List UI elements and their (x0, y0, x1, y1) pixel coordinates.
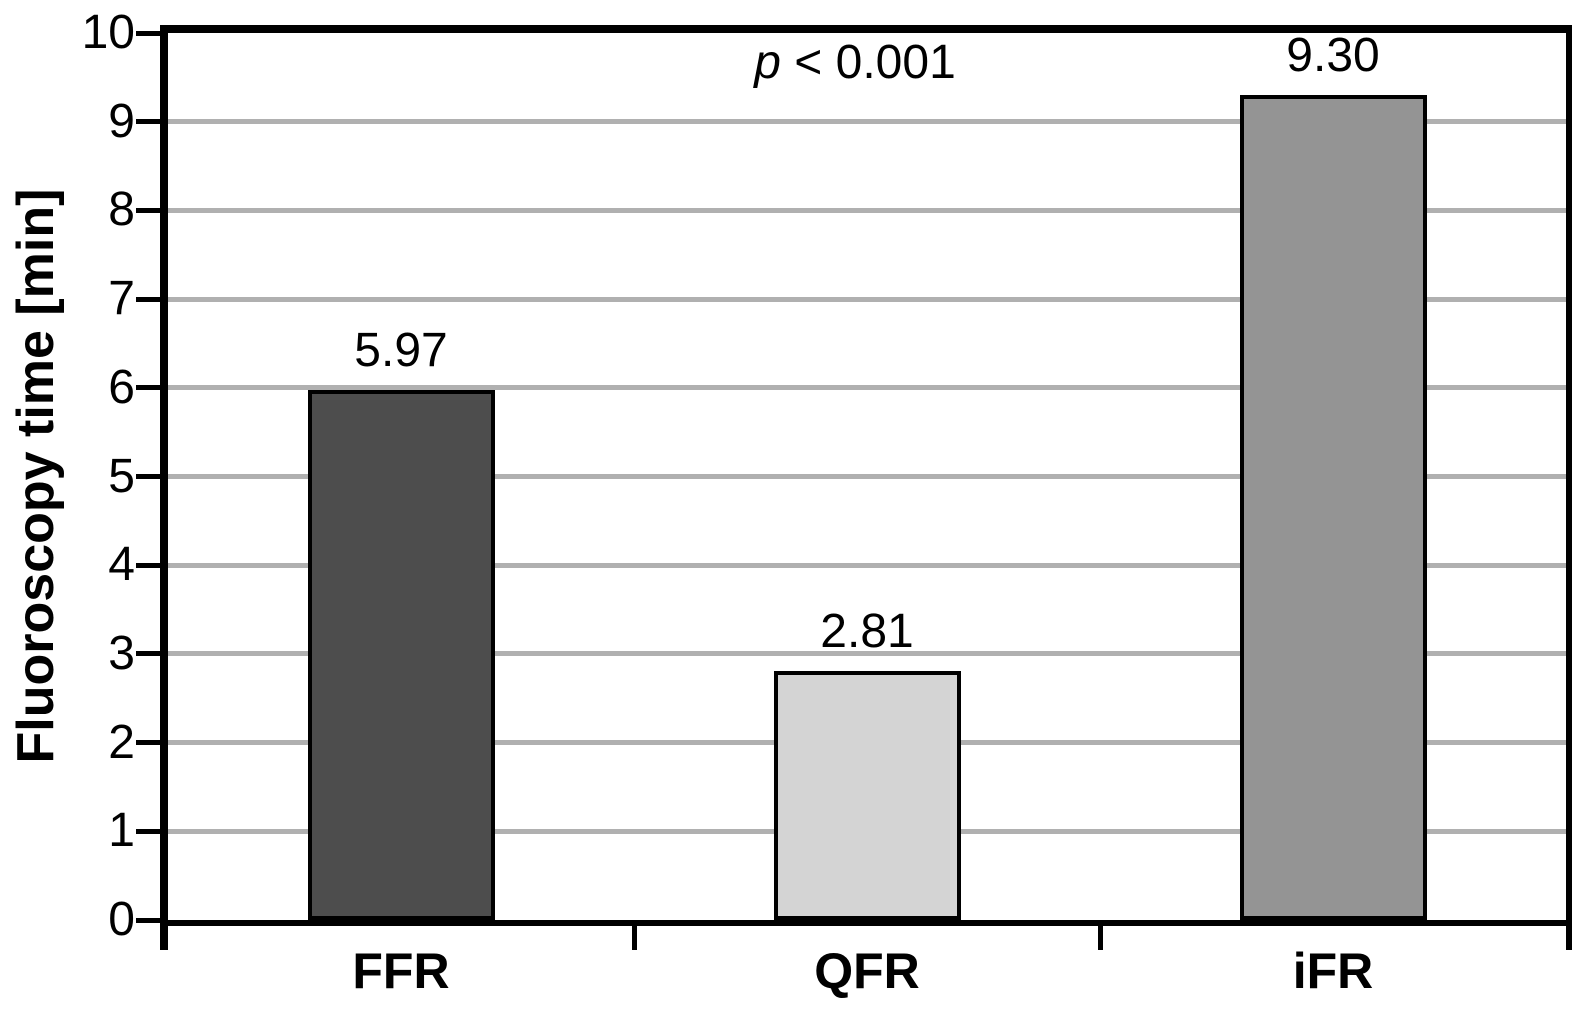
p-value-annotation: p < 0.001 (645, 35, 1065, 91)
y-axis-tick-6 (136, 385, 162, 391)
y-tick-label-8: 8 (108, 183, 135, 237)
x-category-label-iFR: iFR (1292, 943, 1374, 999)
gridline-4 (168, 562, 1566, 568)
x-category-label-QFR: QFR (814, 943, 920, 999)
y-axis-tick-8 (136, 207, 162, 213)
bar-FFR (307, 390, 495, 920)
y-tick-label-3: 3 (108, 626, 135, 680)
y-axis-tick-9 (136, 119, 162, 125)
gridline-7 (168, 296, 1566, 302)
gridline-6 (168, 385, 1566, 391)
p-symbol: p (754, 36, 781, 89)
y-axis-tick-4 (136, 562, 162, 568)
gridline-9 (168, 119, 1566, 125)
p-value-text: < 0.001 (780, 36, 956, 89)
y-axis-tick-1 (136, 828, 162, 834)
gridline-3 (168, 651, 1566, 657)
y-tick-label-10: 10 (81, 6, 135, 59)
y-tick-label-7: 7 (108, 272, 135, 326)
bar-value-label-FFR: 5.97 (354, 324, 448, 378)
x-category-label-FFR: FFR (352, 943, 450, 999)
y-tick-label-1: 1 (108, 804, 135, 858)
y-tick-label-5: 5 (108, 449, 135, 503)
y-tick-label-9: 9 (108, 94, 135, 148)
x-axis-tick-3 (1566, 920, 1572, 950)
y-axis-tick-7 (136, 296, 162, 302)
x-axis-tick-2 (1097, 920, 1103, 950)
bar-value-label-iFR: 9.30 (1286, 29, 1380, 83)
bar-QFR (773, 670, 961, 920)
y-axis-tick-5 (136, 474, 162, 479)
y-tick-label-2: 2 (108, 715, 135, 769)
gridline-8 (168, 207, 1566, 213)
y-axis-tick-10 (136, 30, 162, 36)
plot-area: p < 0.001 5.97 2.81 9.30 (136, 25, 1572, 950)
y-tick-label-4: 4 (108, 538, 135, 592)
bar-value-label-QFR: 2.81 (820, 604, 914, 658)
x-axis-tick-1 (631, 920, 637, 950)
gridline-5 (168, 474, 1566, 479)
y-tick-label-0: 0 (108, 893, 135, 946)
y-tick-label-6: 6 (108, 360, 135, 414)
y-axis-tick-0 (136, 917, 162, 923)
y-axis-tick-3 (136, 651, 162, 657)
bar-iFR (1239, 95, 1427, 920)
x-axis-tick-0 (160, 920, 168, 950)
y-axis-tick-2 (136, 740, 162, 746)
